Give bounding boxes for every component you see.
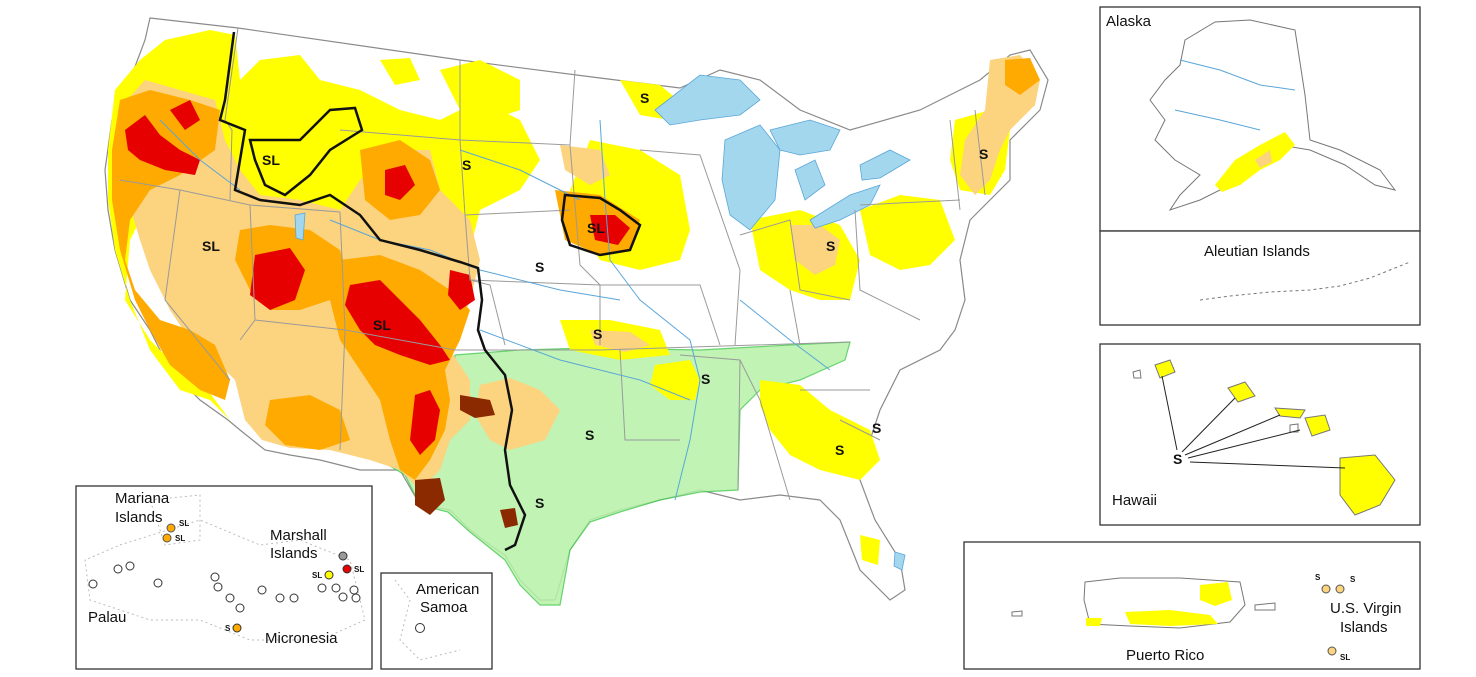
molokai-maui: [1274, 407, 1306, 419]
code-sl-usvi: SL: [1340, 653, 1350, 662]
code-s-hawaii: S: [1173, 451, 1182, 467]
pacific-islands-inset: Mariana Islands SL SL Marshall Islands S…: [75, 485, 373, 670]
niihau: [1132, 369, 1142, 379]
hawaii-leader-lines: [1161, 375, 1346, 469]
puerto-rico-label: Puerto Rico: [1126, 647, 1204, 664]
big-island: [1339, 454, 1396, 516]
mariana-label-line1: Mariana: [115, 490, 170, 507]
code-s-sc: S: [872, 420, 881, 436]
code-s-ok: S: [585, 427, 594, 443]
aleutian-chain: [1199, 261, 1411, 301]
maui: [1304, 414, 1331, 437]
code-s-ne2: S: [535, 259, 544, 275]
alaska-dry-area: [1215, 132, 1295, 192]
code-sl-idaho: SL: [262, 152, 280, 168]
code-sl-mariana-1: SL: [179, 519, 189, 528]
code-s-ms: S: [701, 371, 710, 387]
impact-boundaries: [218, 31, 642, 552]
samoa-label-line1: American: [416, 581, 479, 598]
alaska-inset: Alaska: [1099, 6, 1421, 232]
rivers: [159, 119, 831, 501]
alaska-label: Alaska: [1106, 13, 1152, 30]
hawaii-label: Hawaii: [1112, 492, 1157, 509]
usvi-label-line2: Islands: [1340, 619, 1388, 636]
d3-extreme-drought: [125, 100, 630, 455]
puerto-rico-inset: Puerto Rico S S SL U.S. Virgin Islands: [963, 541, 1421, 670]
code-sl-nevada: SL: [202, 238, 220, 254]
american-samoa-inset: American Samoa: [380, 572, 493, 670]
code-sl-mariana-2: SL: [175, 534, 185, 543]
conus-map: SL SL SL SL S S S S S S S S S S S: [104, 17, 1049, 606]
state-boundaries: [119, 27, 986, 501]
marshall-label-line2: Islands: [270, 545, 318, 562]
hawaii-inset: Hawaii S: [1099, 343, 1421, 526]
code-s-mn: S: [640, 90, 649, 106]
lanai: [1289, 423, 1299, 433]
code-sl-colorado: SL: [373, 317, 391, 333]
code-s-dakota: S: [462, 157, 471, 173]
impact-codes: SL SL SL SL S S S S S S S S S S S: [202, 90, 988, 511]
usvi-label-line1: U.S. Virgin: [1330, 600, 1401, 617]
code-sl-marshall-red: SL: [354, 565, 364, 574]
aleutian-label: Aleutian Islands: [1204, 243, 1310, 260]
pacific-islands-no-drought: [88, 561, 361, 613]
code-s-tx: S: [535, 495, 544, 511]
aleutian-inset: Aleutian Islands: [1099, 230, 1421, 326]
code-s-usvi-1: S: [1315, 573, 1321, 582]
code-s-ne: S: [979, 146, 988, 162]
great-lakes: [294, 74, 911, 571]
code-sl-iowa: SL: [587, 220, 605, 236]
marshall-label-line1: Marshall: [270, 527, 327, 544]
code-s-oh: S: [826, 238, 835, 254]
code-s-ga: S: [835, 442, 844, 458]
code-s-usvi-2: S: [1350, 575, 1356, 584]
code-sl-marshall-yellow: SL: [312, 571, 322, 580]
micronesia-label: Micronesia: [265, 630, 338, 647]
mariana-label-line2: Islands: [115, 509, 163, 526]
kauai: [1154, 359, 1176, 379]
code-s-ks: S: [593, 326, 602, 342]
code-s-micronesia: S: [225, 624, 231, 633]
d4-exceptional-drought: [415, 395, 518, 528]
oahu: [1227, 381, 1256, 403]
palau-label: Palau: [88, 609, 126, 626]
samoa-label-line2: Samoa: [420, 599, 468, 616]
